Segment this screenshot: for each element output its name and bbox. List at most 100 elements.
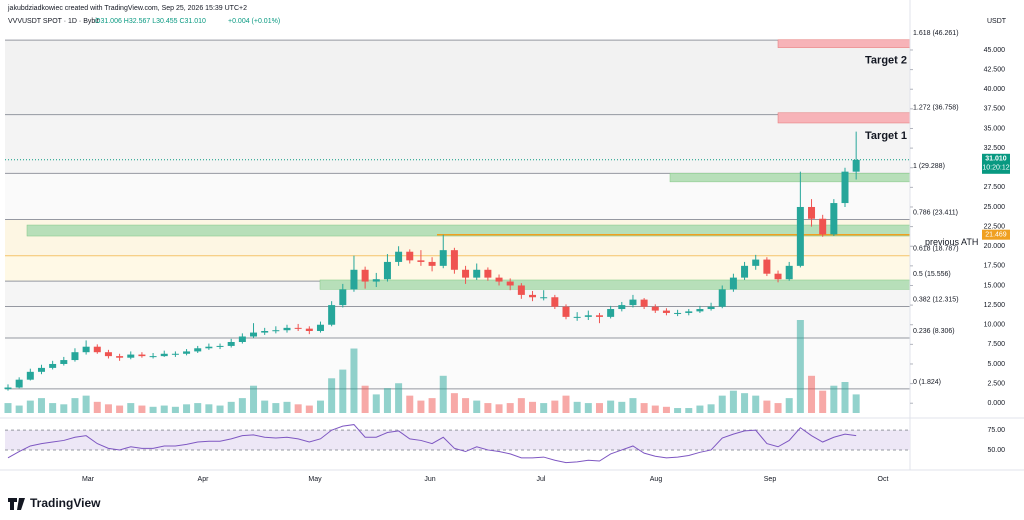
candle-body — [216, 345, 224, 347]
volume-bar — [361, 385, 369, 413]
volume-bar — [495, 404, 503, 413]
y-tick-label: 5.000 — [987, 361, 1005, 368]
candle-body — [640, 299, 648, 307]
volume-bar — [238, 398, 246, 413]
volume-bar — [82, 395, 90, 413]
currency: USDT — [987, 18, 1007, 25]
candle-body — [752, 259, 760, 266]
last-price-tag — [982, 153, 1010, 174]
fib-label: 1 (29.288) — [913, 163, 945, 170]
candle-body — [227, 341, 235, 346]
volume-bar — [752, 395, 760, 413]
y-tick-label: 35.000 — [984, 125, 1006, 132]
candle-body — [562, 306, 570, 317]
y-tick-label: 45.000 — [984, 47, 1006, 54]
x-tick-label: Mar — [82, 476, 95, 483]
candle-body — [819, 218, 827, 235]
ath-tag-label: 21.469 — [985, 232, 1007, 239]
zone-label: Target 2 — [865, 55, 907, 67]
candle-body — [406, 251, 414, 261]
candle-body — [841, 171, 849, 204]
candle-body — [618, 305, 626, 310]
x-tick-label: Jul — [537, 476, 546, 483]
volume-bar — [216, 405, 224, 413]
candle-body — [439, 250, 447, 266]
volume-bar — [138, 405, 146, 413]
candle-body — [305, 328, 313, 332]
candle-body — [238, 336, 246, 342]
candle-body — [395, 251, 403, 262]
volume-bar — [406, 395, 414, 413]
volume-bar — [417, 400, 425, 413]
last-price-label: 31.010 — [985, 156, 1007, 163]
volume-bar — [283, 401, 291, 413]
volume-bar — [685, 408, 693, 413]
candle-body — [763, 259, 771, 274]
symbol: VVVUSDT SPOT · 1D · Bybit — [8, 18, 99, 25]
volume-bar — [729, 390, 737, 413]
volume-bar — [841, 382, 849, 413]
fib-band — [5, 338, 910, 389]
candle-body — [328, 305, 336, 325]
fib-label: 0.786 (23.411) — [913, 209, 958, 216]
volume-bar — [696, 405, 704, 413]
y-tick-label: 37.500 — [984, 106, 1006, 113]
volume-bar — [339, 369, 347, 413]
volume-bar — [718, 395, 726, 413]
candle-body — [685, 311, 693, 313]
candle-body — [294, 327, 302, 329]
volume-bar — [350, 348, 358, 413]
volume-bar — [183, 404, 191, 413]
volume-bar — [651, 405, 659, 413]
candle-body — [450, 250, 458, 270]
candle-body — [651, 306, 659, 311]
candle-body — [116, 356, 124, 358]
x-tick-label: May — [308, 476, 322, 483]
candle-body — [93, 346, 101, 353]
y-tick-label: 22.500 — [984, 223, 1006, 230]
candle-body — [383, 261, 391, 280]
volume-bar — [763, 400, 771, 413]
volume-bar — [540, 403, 548, 413]
candle-body — [361, 269, 369, 282]
volume-bar — [607, 400, 615, 413]
volume-bar — [49, 403, 57, 413]
brand: TradingView — [30, 496, 101, 510]
volume-bar — [584, 403, 592, 413]
x-tick-label: Apr — [198, 476, 210, 483]
candle-body — [484, 269, 492, 278]
volume-bar — [60, 404, 68, 413]
candle-body — [573, 316, 581, 318]
fib-label: 0 (1.824) — [913, 379, 941, 386]
y-tick-label: 27.500 — [984, 184, 1006, 191]
volume-bar — [171, 406, 179, 413]
candle-body — [718, 289, 726, 307]
volume-bar — [261, 400, 269, 413]
candle-body — [696, 309, 704, 312]
volume-bar — [674, 408, 682, 413]
volume-bar — [662, 406, 670, 413]
candle-body — [60, 360, 68, 364]
volume-bar — [640, 403, 648, 413]
volume-bar — [741, 393, 749, 413]
volume-bar — [484, 403, 492, 413]
candle-body — [540, 297, 548, 299]
candle-body — [250, 332, 258, 337]
y-tick-label: 10.000 — [984, 322, 1006, 329]
candle-body — [339, 289, 347, 306]
candle-body — [417, 260, 425, 262]
zone — [777, 39, 911, 48]
logo: TradingView — [8, 496, 101, 510]
candle-body — [160, 353, 168, 357]
volume-bar — [618, 401, 626, 413]
ath-text: previous ATH — [925, 237, 978, 247]
volume-bar — [316, 400, 324, 413]
candle-body — [729, 277, 737, 290]
candle-body — [774, 273, 782, 280]
fib-label: 0.236 (8.306) — [913, 328, 955, 335]
volume-bar — [71, 398, 79, 413]
candle-body — [261, 331, 269, 333]
volume-bar — [473, 400, 481, 413]
